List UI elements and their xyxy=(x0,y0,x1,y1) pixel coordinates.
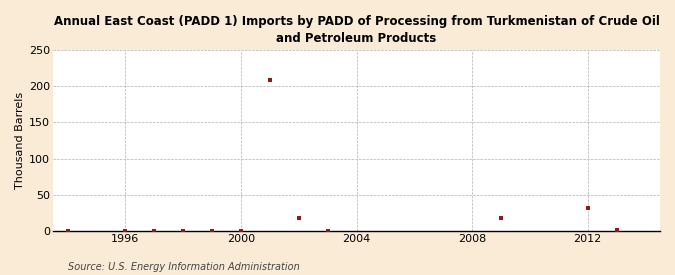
Point xyxy=(294,216,304,220)
Point xyxy=(148,229,159,233)
Point xyxy=(236,229,246,233)
Point xyxy=(120,229,131,233)
Y-axis label: Thousand Barrels: Thousand Barrels xyxy=(15,92,25,189)
Point xyxy=(265,78,275,82)
Point xyxy=(495,216,506,221)
Title: Annual East Coast (PADD 1) Imports by PADD of Processing from Turkmenistan of Cr: Annual East Coast (PADD 1) Imports by PA… xyxy=(53,15,659,45)
Point xyxy=(178,229,188,233)
Point xyxy=(207,229,217,233)
Point xyxy=(583,205,593,210)
Text: Source: U.S. Energy Information Administration: Source: U.S. Energy Information Administ… xyxy=(68,262,299,272)
Point xyxy=(612,228,622,232)
Point xyxy=(62,229,73,233)
Point xyxy=(322,229,333,233)
